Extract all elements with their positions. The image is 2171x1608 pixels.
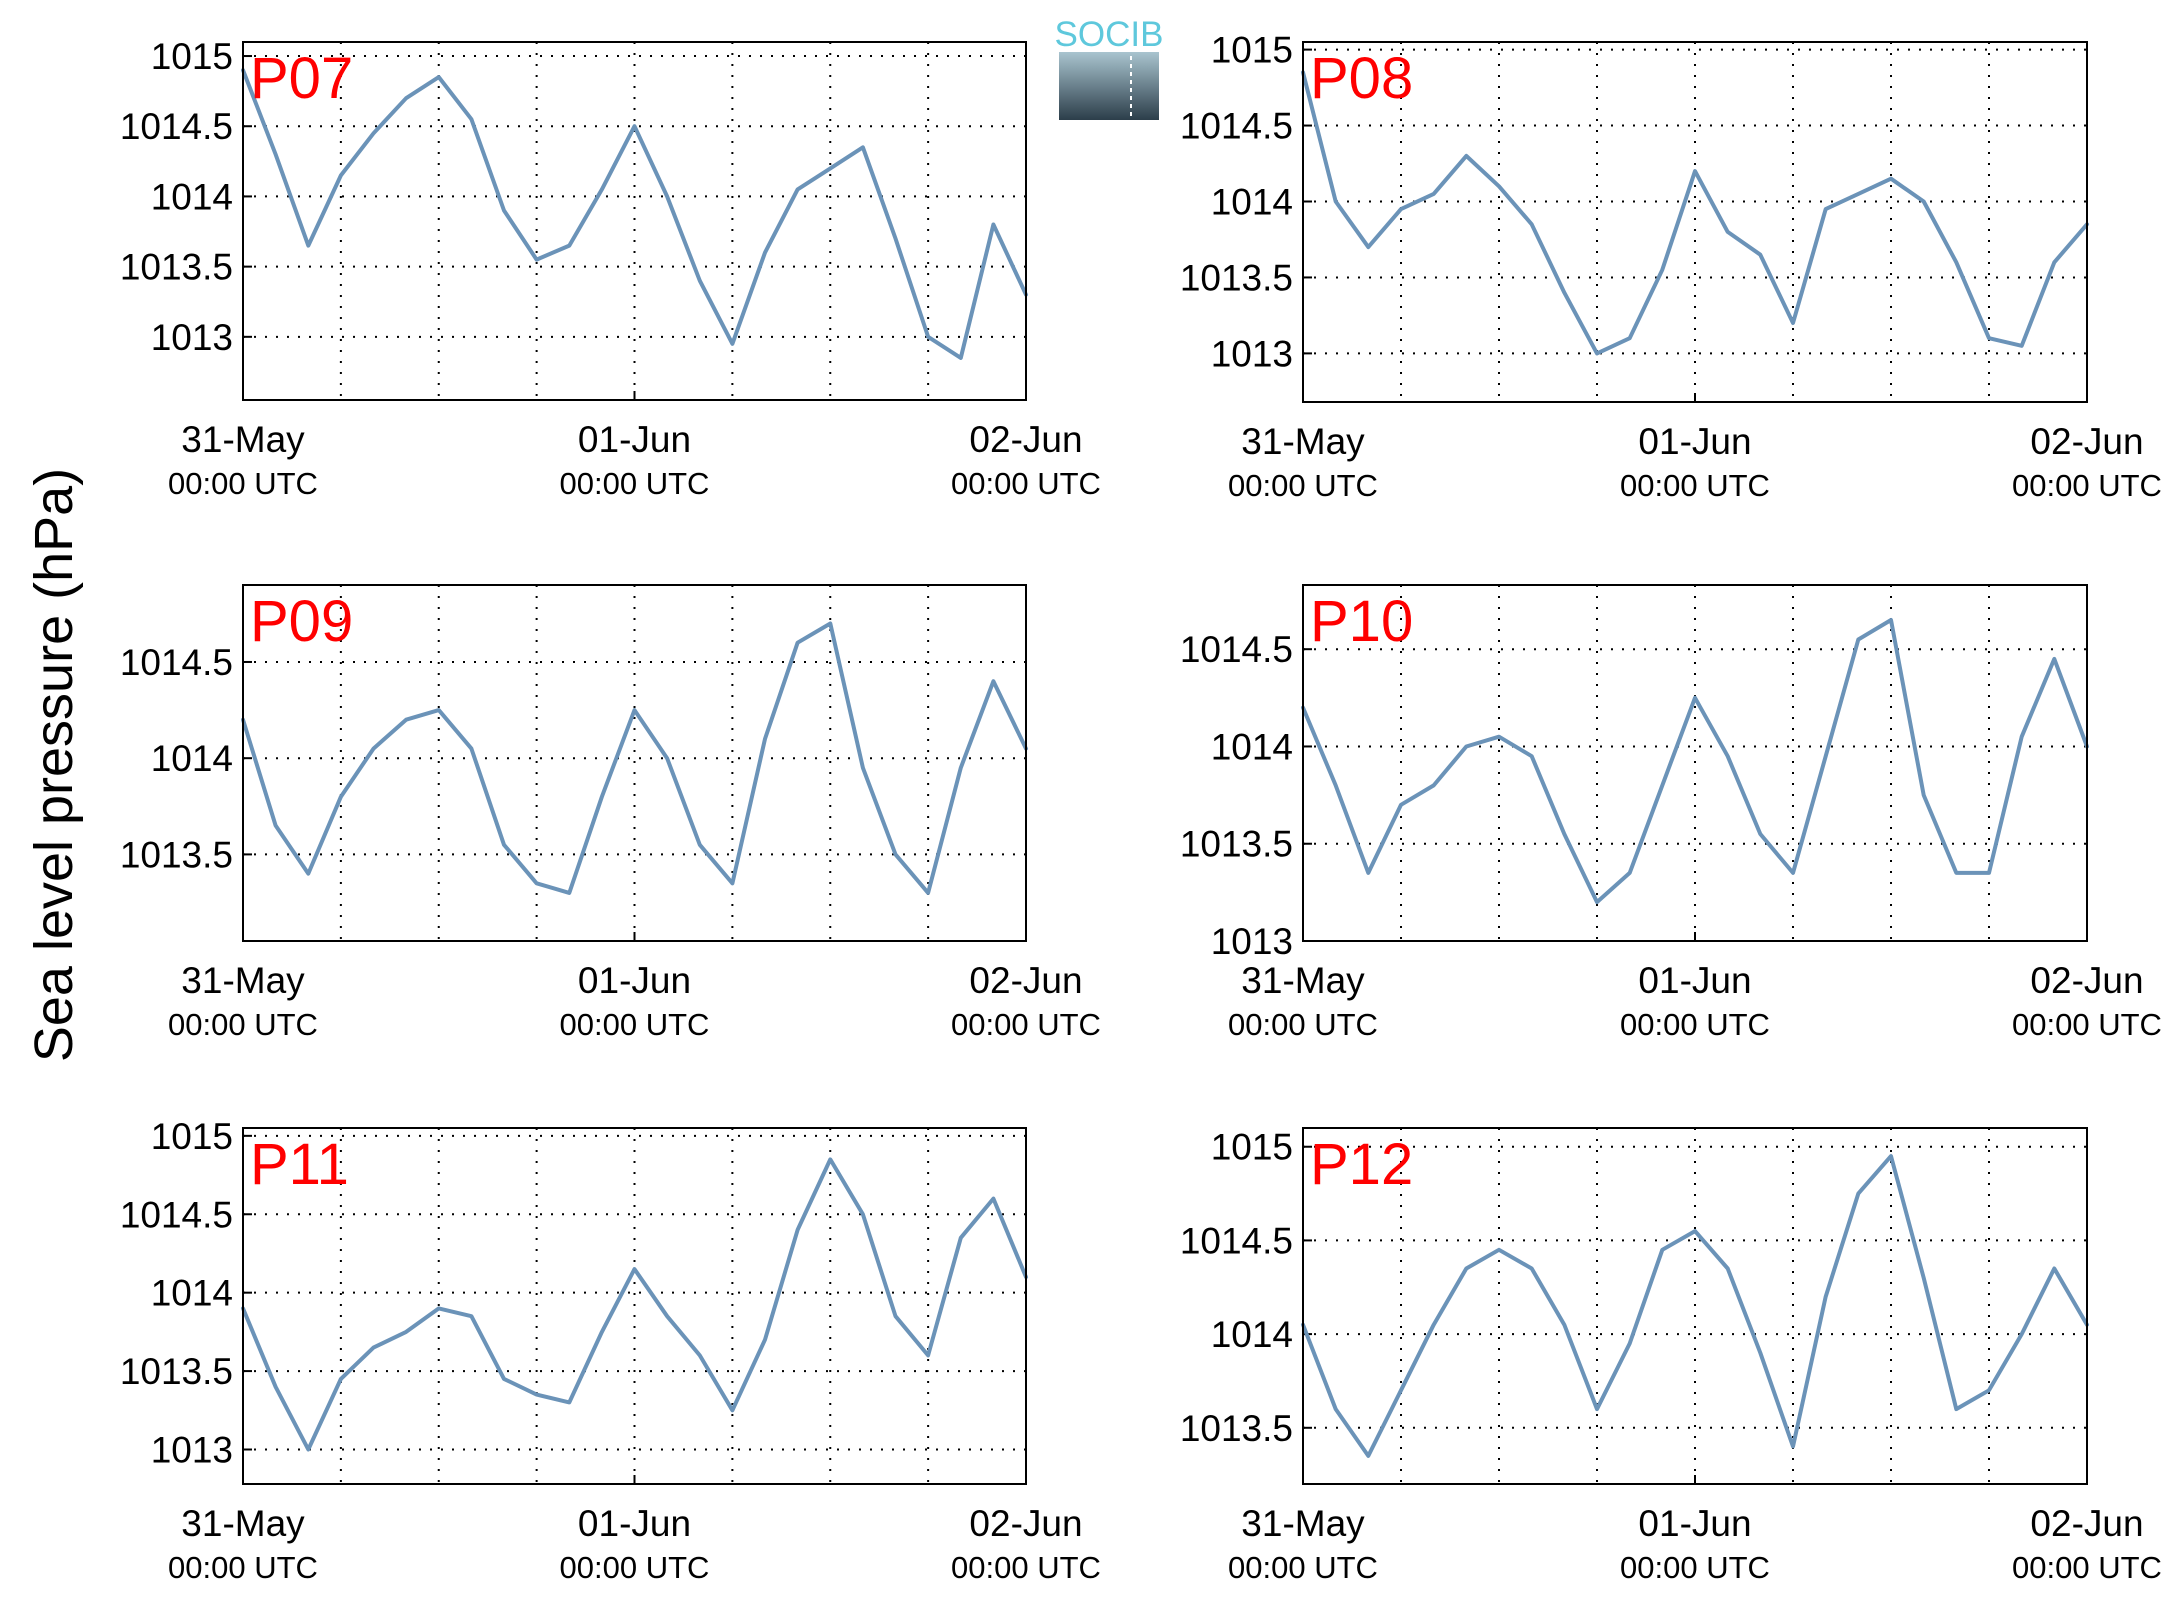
y-tick-label: 1013.5 bbox=[120, 1351, 233, 1392]
y-tick-label: 1013.5 bbox=[1180, 824, 1293, 865]
x-tick-label-date: 02-Jun bbox=[969, 419, 1082, 460]
x-tick-label-time: 00:00 UTC bbox=[168, 1550, 318, 1585]
panel-p12: 1013.5 1014 1014.5 1015 31-May 00:00 UTC 01-Ju… bbox=[1180, 1127, 2162, 1585]
panel-p08: 1013 1013.5 1014 1014.5 1015 31-May 00:00 UTC 0… bbox=[1180, 30, 2162, 503]
socib-logo: SOCIB bbox=[1055, 15, 1164, 120]
y-tick-label: 1013 bbox=[1211, 333, 1293, 374]
x-tick-label-date: 01-Jun bbox=[578, 960, 691, 1001]
y-tick-label: 1014 bbox=[151, 1273, 233, 1314]
y-tick-label: 1014 bbox=[151, 176, 233, 217]
y-tick-label: 1015 bbox=[151, 36, 233, 77]
panel-p11: 1013 1013.5 1014 1014.5 1015 31-May 00:00 UTC 0… bbox=[120, 1116, 1101, 1585]
series-line bbox=[241, 68, 1028, 360]
x-tick-label-date: 02-Jun bbox=[969, 960, 1082, 1001]
x-tick-label-date: 01-Jun bbox=[578, 1503, 691, 1544]
y-tick-label: 1014.5 bbox=[120, 106, 233, 147]
series-line bbox=[1301, 618, 2089, 905]
x-tick-label-date: 31-May bbox=[181, 1503, 305, 1544]
x-tick-label-time: 00:00 UTC bbox=[2012, 1007, 2162, 1042]
panel-p09: 1013.5 1014 1014.5 31-May 00:00 UTC 01-Jun 00:… bbox=[120, 584, 1101, 1042]
x-tick-label-time: 00:00 UTC bbox=[1228, 1550, 1378, 1585]
panel-label: P09 bbox=[250, 589, 353, 654]
y-tick-label: 1014.5 bbox=[120, 642, 233, 683]
y-tick-label: 1014 bbox=[151, 738, 233, 779]
x-tick-label-date: 02-Jun bbox=[2030, 960, 2143, 1001]
x-tick-label-time: 00:00 UTC bbox=[560, 1007, 710, 1042]
y-tick-label: 1014.5 bbox=[1180, 1220, 1293, 1261]
x-tick-label-date: 01-Jun bbox=[1638, 421, 1751, 462]
x-tick-label-date: 31-May bbox=[181, 960, 305, 1001]
x-tick-label-date: 31-May bbox=[181, 419, 305, 460]
series-line bbox=[241, 1157, 1028, 1452]
series-line bbox=[1301, 1154, 2089, 1458]
x-tick-label-date: 31-May bbox=[1241, 960, 1365, 1001]
y-tick-label: 1014 bbox=[1211, 181, 1293, 222]
x-tick-label-time: 00:00 UTC bbox=[1620, 468, 1770, 503]
y-tick-label: 1015 bbox=[151, 1116, 233, 1157]
x-tick-label-date: 02-Jun bbox=[2030, 421, 2143, 462]
panel-p07: 1013 1013.5 1014 1014.5 1015 31-May 00:00 UTC 0… bbox=[120, 36, 1101, 501]
y-tick-label: 1015 bbox=[1211, 30, 1293, 71]
x-tick-label-date: 02-Jun bbox=[2030, 1503, 2143, 1544]
panel-label: P10 bbox=[1310, 589, 1413, 654]
y-tick-label: 1013 bbox=[151, 317, 233, 358]
y-tick-label: 1013 bbox=[1211, 921, 1293, 962]
x-tick-label-time: 00:00 UTC bbox=[560, 1550, 710, 1585]
y-tick-label: 1013.5 bbox=[120, 834, 233, 875]
y-tick-label: 1014 bbox=[1211, 1314, 1293, 1355]
x-tick-label-time: 00:00 UTC bbox=[951, 1550, 1101, 1585]
plot-frame bbox=[242, 41, 1027, 401]
x-tick-label-date: 01-Jun bbox=[1638, 1503, 1751, 1544]
panels: 1013 1013.5 1014 1014.5 1015 31-May 00:00 UTC 0… bbox=[120, 30, 2162, 1585]
x-tick-label-date: 02-Jun bbox=[969, 1503, 1082, 1544]
y-tick-label: 1014.5 bbox=[1180, 629, 1293, 670]
x-tick-label-time: 00:00 UTC bbox=[1228, 1007, 1378, 1042]
x-tick-label-time: 00:00 UTC bbox=[2012, 1550, 2162, 1585]
x-tick-label-time: 00:00 UTC bbox=[1620, 1007, 1770, 1042]
panel-label: P11 bbox=[250, 1132, 349, 1197]
socib-logo-text: SOCIB bbox=[1055, 15, 1164, 54]
x-tick-label-date: 31-May bbox=[1241, 421, 1365, 462]
x-tick-label-time: 00:00 UTC bbox=[168, 1007, 318, 1042]
panel-p10: 1013 1013.5 1014 1014.5 31-May 00:00 UTC 01-Ju… bbox=[1180, 584, 2162, 1042]
panel-label: P12 bbox=[1310, 1132, 1413, 1197]
x-tick-label-date: 31-May bbox=[1241, 1503, 1365, 1544]
x-tick-label-time: 00:00 UTC bbox=[2012, 468, 2162, 503]
y-tick-label: 1015 bbox=[1211, 1127, 1293, 1168]
series-line bbox=[1301, 70, 2089, 356]
y-tick-label: 1014.5 bbox=[120, 1194, 233, 1235]
x-tick-label-time: 00:00 UTC bbox=[168, 466, 318, 501]
y-tick-label: 1013.5 bbox=[1180, 257, 1293, 298]
x-tick-label-time: 00:00 UTC bbox=[951, 1007, 1101, 1042]
x-tick-label-time: 00:00 UTC bbox=[951, 466, 1101, 501]
y-tick-label: 1013.5 bbox=[120, 247, 233, 288]
y-tick-label: 1013.5 bbox=[1180, 1408, 1293, 1449]
y-tick-label: 1014.5 bbox=[1180, 106, 1293, 147]
y-axis-label: Sea level pressure (hPa) bbox=[24, 468, 84, 1062]
panel-label: P08 bbox=[1310, 46, 1413, 111]
panel-label: P07 bbox=[250, 46, 353, 111]
x-tick-label-time: 00:00 UTC bbox=[560, 466, 710, 501]
plot-frame bbox=[1302, 41, 2088, 403]
x-tick-label-time: 00:00 UTC bbox=[1228, 468, 1378, 503]
x-tick-label-time: 00:00 UTC bbox=[1620, 1550, 1770, 1585]
series-line bbox=[241, 621, 1028, 895]
y-tick-label: 1014 bbox=[1211, 726, 1293, 767]
y-tick-label: 1013 bbox=[151, 1429, 233, 1470]
x-tick-label-date: 01-Jun bbox=[1638, 960, 1751, 1001]
x-tick-label-date: 01-Jun bbox=[578, 419, 691, 460]
socib-logo-box bbox=[1059, 52, 1159, 120]
